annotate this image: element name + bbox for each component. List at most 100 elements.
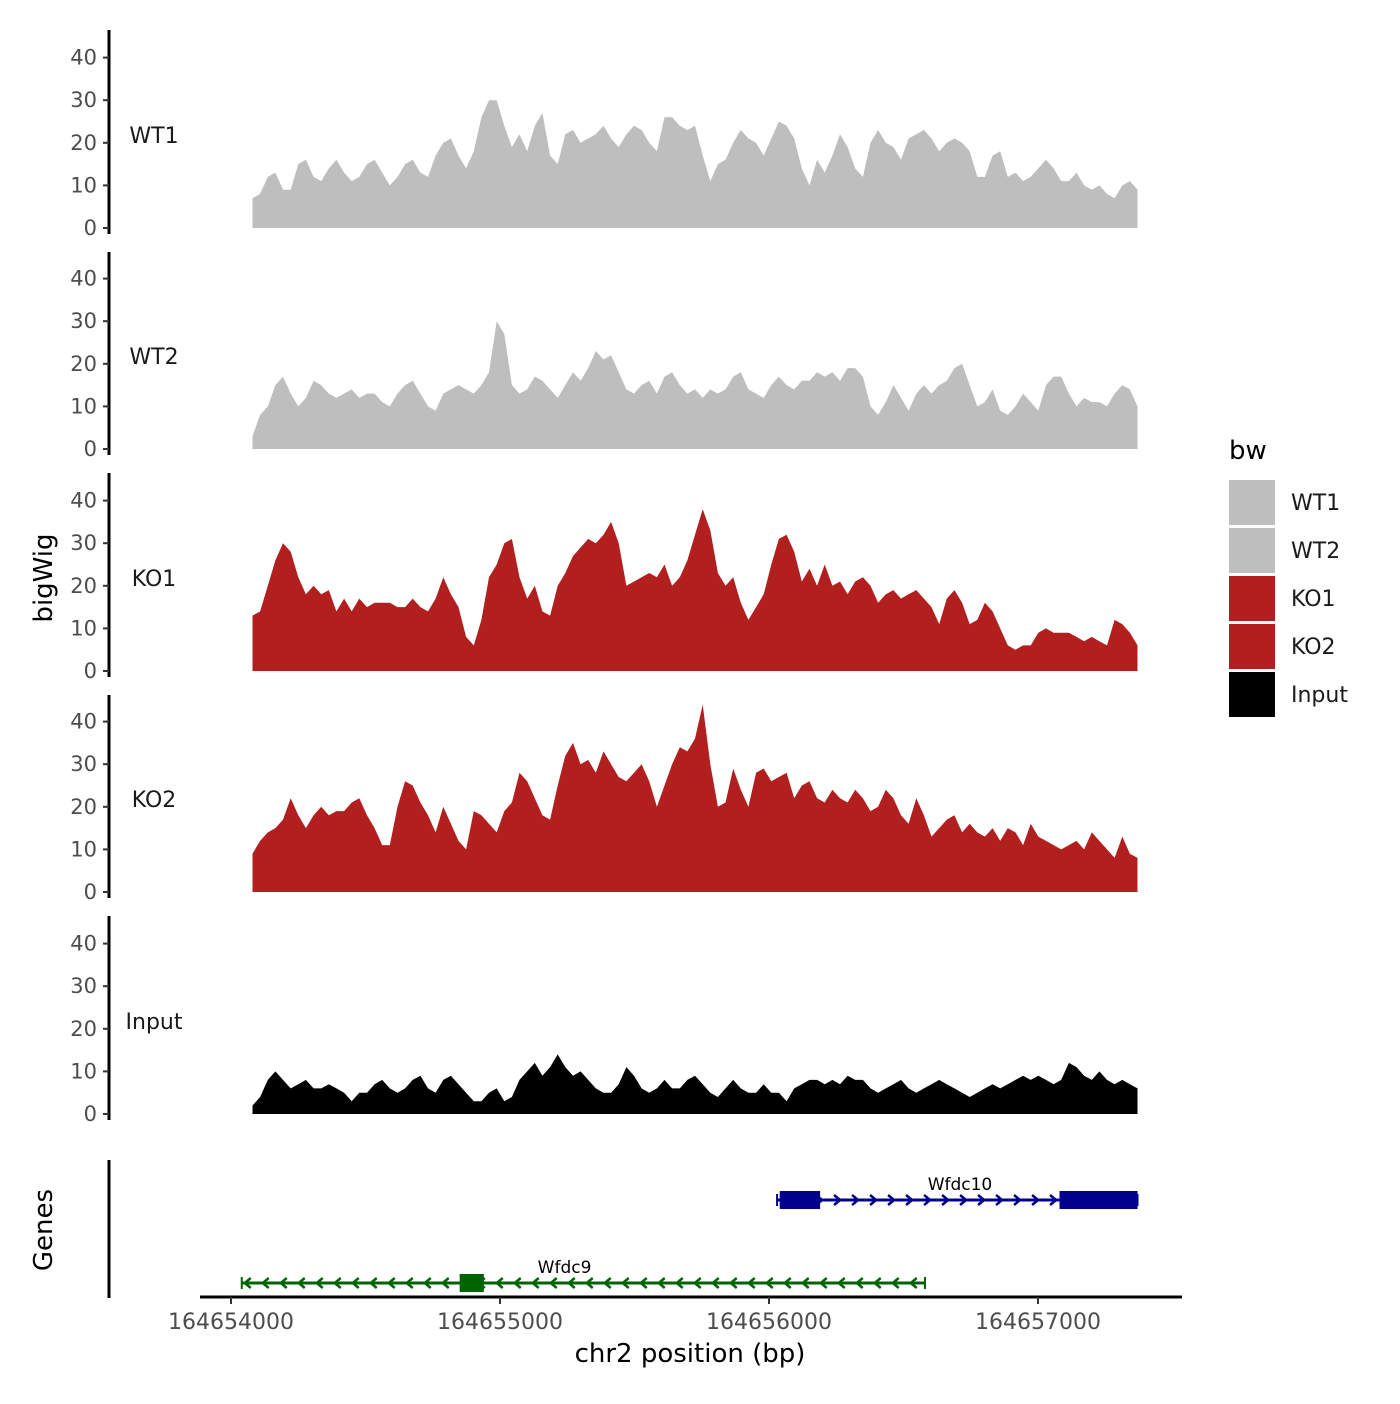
gene-wfdc9: Wfdc9 xyxy=(240,1258,927,1292)
coverage-area-input xyxy=(252,1054,1138,1114)
strand-arrow-icon xyxy=(869,1194,879,1206)
legend-swatch xyxy=(1229,672,1275,717)
coverage-panels: 0 10 20 30 40 WT1 0 10 20 30 40 WT2 0 10 20 30 40 KO1 0 10 2… xyxy=(70,30,1138,1126)
legend-title: bw xyxy=(1229,436,1267,466)
strand-arrow-icon xyxy=(851,1194,861,1206)
strand-arrow-icon xyxy=(746,1277,756,1289)
strand-arrow-icon xyxy=(368,1277,378,1289)
strand-arrow-icon xyxy=(854,1277,864,1289)
coverage-area-wt2 xyxy=(252,321,1138,449)
strand-arrow-icon xyxy=(818,1277,828,1289)
legend-swatch xyxy=(1229,624,1275,669)
strand-arrow-icon xyxy=(977,1194,987,1206)
strand-arrow-icon xyxy=(278,1277,288,1289)
track-panel-wt1: 0 10 20 30 40 WT1 xyxy=(70,30,1138,240)
legend-swatch xyxy=(1229,480,1275,525)
strand-arrow-icon xyxy=(959,1194,969,1206)
strand-arrow-icon xyxy=(872,1277,882,1289)
y-tick-label: 0 xyxy=(84,1102,97,1126)
legend-item-ko1: KO1 xyxy=(1229,576,1336,621)
y-tick-label: 40 xyxy=(70,932,97,956)
track-label: KO2 xyxy=(132,788,177,813)
y-tick-label: 0 xyxy=(84,216,97,240)
strand-arrow-icon xyxy=(566,1277,576,1289)
coverage-area-wt1 xyxy=(252,100,1138,228)
genes-panel: Wfdc10 Wfdc9 xyxy=(107,1160,1139,1298)
strand-arrow-icon xyxy=(995,1194,1005,1206)
x-axis: 164654000 164655000 164656000 164657000 xyxy=(168,1295,1182,1335)
gene-exon xyxy=(1059,1191,1138,1209)
strand-arrow-icon xyxy=(728,1277,738,1289)
y-tick-label: 20 xyxy=(70,1017,97,1041)
y-tick-label: 30 xyxy=(70,752,97,776)
y-tick-label: 30 xyxy=(70,531,97,555)
strand-arrow-icon xyxy=(836,1277,846,1289)
x-tick-label: 164656000 xyxy=(706,1310,832,1335)
y-tick-label: 10 xyxy=(70,837,97,861)
strand-arrow-icon xyxy=(512,1277,522,1289)
y-tick-label: 0 xyxy=(84,437,97,461)
legend-swatch xyxy=(1229,576,1275,621)
strand-arrow-icon xyxy=(1049,1194,1059,1206)
strand-arrow-icon xyxy=(800,1277,810,1289)
track-panel-wt2: 0 10 20 30 40 WT2 xyxy=(70,252,1138,461)
strand-arrow-icon xyxy=(656,1277,666,1289)
legend-item-input: Input xyxy=(1229,672,1348,717)
strand-arrow-icon xyxy=(833,1194,843,1206)
legend-label: KO1 xyxy=(1291,587,1336,612)
legend: bw WT1 WT2 KO1 KO2 Input xyxy=(1229,436,1348,717)
strand-arrow-icon xyxy=(422,1277,432,1289)
strand-arrow-icon xyxy=(332,1277,342,1289)
strand-arrow-icon xyxy=(1013,1194,1023,1206)
y-tick-label: 20 xyxy=(70,795,97,819)
strand-arrow-icon xyxy=(548,1277,558,1289)
legend-label: Input xyxy=(1291,683,1348,708)
track-label: Input xyxy=(126,1010,183,1035)
legend-label: WT2 xyxy=(1291,539,1340,564)
strand-arrow-icon xyxy=(638,1277,648,1289)
strand-arrow-icon xyxy=(296,1277,306,1289)
strand-arrow-icon xyxy=(923,1194,933,1206)
gene-label: Wfdc10 xyxy=(928,1175,993,1195)
legend-label: WT1 xyxy=(1291,491,1340,516)
track-panel-ko1: 0 10 20 30 40 KO1 xyxy=(70,473,1138,683)
legend-item-wt1: WT1 xyxy=(1229,480,1340,525)
legend-item-wt2: WT2 xyxy=(1229,528,1340,573)
y-tick-label: 0 xyxy=(84,880,97,904)
y-tick-label: 40 xyxy=(70,710,97,734)
genes-axis-title: Genes xyxy=(29,1189,59,1271)
strand-arrow-icon xyxy=(260,1277,270,1289)
strand-arrow-icon xyxy=(584,1277,594,1289)
strand-arrow-icon xyxy=(494,1277,504,1289)
x-tick-label: 164657000 xyxy=(975,1310,1101,1335)
strand-arrow-icon xyxy=(530,1277,540,1289)
gene-wfdc10: Wfdc10 xyxy=(776,1175,1139,1209)
strand-arrow-icon xyxy=(710,1277,720,1289)
y-tick-label: 30 xyxy=(70,309,97,333)
x-tick-label: 164654000 xyxy=(168,1310,294,1335)
y-axis-title: bigWig xyxy=(29,533,59,622)
coverage-area-ko1 xyxy=(252,509,1138,671)
gene-exon xyxy=(779,1191,821,1209)
track-label: WT1 xyxy=(129,124,178,149)
y-tick-label: 10 xyxy=(70,1059,97,1083)
strand-arrow-icon xyxy=(314,1277,324,1289)
y-tick-label: 0 xyxy=(84,659,97,683)
track-label: KO1 xyxy=(132,567,177,592)
legend-swatch xyxy=(1229,528,1275,573)
y-tick-label: 40 xyxy=(70,489,97,513)
y-tick-label: 40 xyxy=(70,46,97,70)
strand-arrow-icon xyxy=(764,1277,774,1289)
strand-arrow-icon xyxy=(440,1277,450,1289)
strand-arrow-icon xyxy=(1031,1194,1041,1206)
strand-arrow-icon xyxy=(404,1277,414,1289)
y-tick-label: 30 xyxy=(70,88,97,112)
y-tick-label: 30 xyxy=(70,974,97,998)
strand-arrow-icon xyxy=(692,1277,702,1289)
strand-arrow-icon xyxy=(242,1277,252,1289)
strand-arrow-icon xyxy=(887,1194,897,1206)
y-tick-label: 20 xyxy=(70,352,97,376)
track-panel-ko2: 0 10 20 30 40 KO2 xyxy=(70,695,1138,904)
